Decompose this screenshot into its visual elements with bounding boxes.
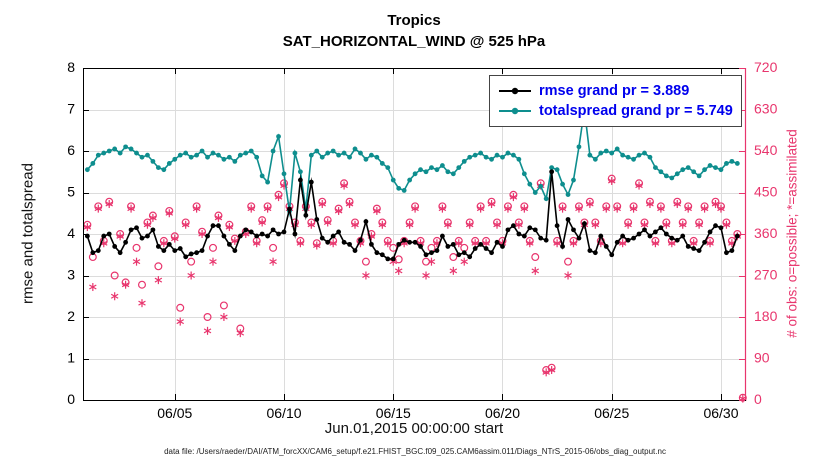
- chart-subtitle: SAT_HORIZONTAL_WIND @ 525 hPa: [282, 33, 546, 50]
- legend-entry-rmse: rmse grand pr = 3.889: [498, 83, 733, 99]
- x-axis-label: Jun.01,2015 00:00:00 start: [324, 420, 504, 437]
- y-axis-label-left: rmse and totalspread: [19, 163, 37, 304]
- legend: rmse grand pr = 3.889 totalspread grand …: [489, 75, 742, 127]
- rmse-line-marker-icon: [499, 87, 531, 95]
- y-axis-label-right: # of obs: o=possible; *=assimilated: [784, 129, 800, 338]
- legend-label-rmse: rmse grand pr = 3.889: [539, 83, 690, 99]
- legend-label-totalspread: totalspread grand pr = 5.749: [539, 103, 733, 119]
- chart-title: Tropics: [387, 12, 441, 29]
- data-file-footer: data file: /Users/raeder/DAI/ATM_forcXX/…: [164, 447, 666, 456]
- chart-title-block: Tropics SAT_HORIZONTAL_WIND @ 525 hPa: [83, 10, 745, 52]
- legend-entry-totalspread: totalspread grand pr = 5.749: [498, 103, 733, 119]
- totalspread-line-marker-icon: [499, 107, 531, 115]
